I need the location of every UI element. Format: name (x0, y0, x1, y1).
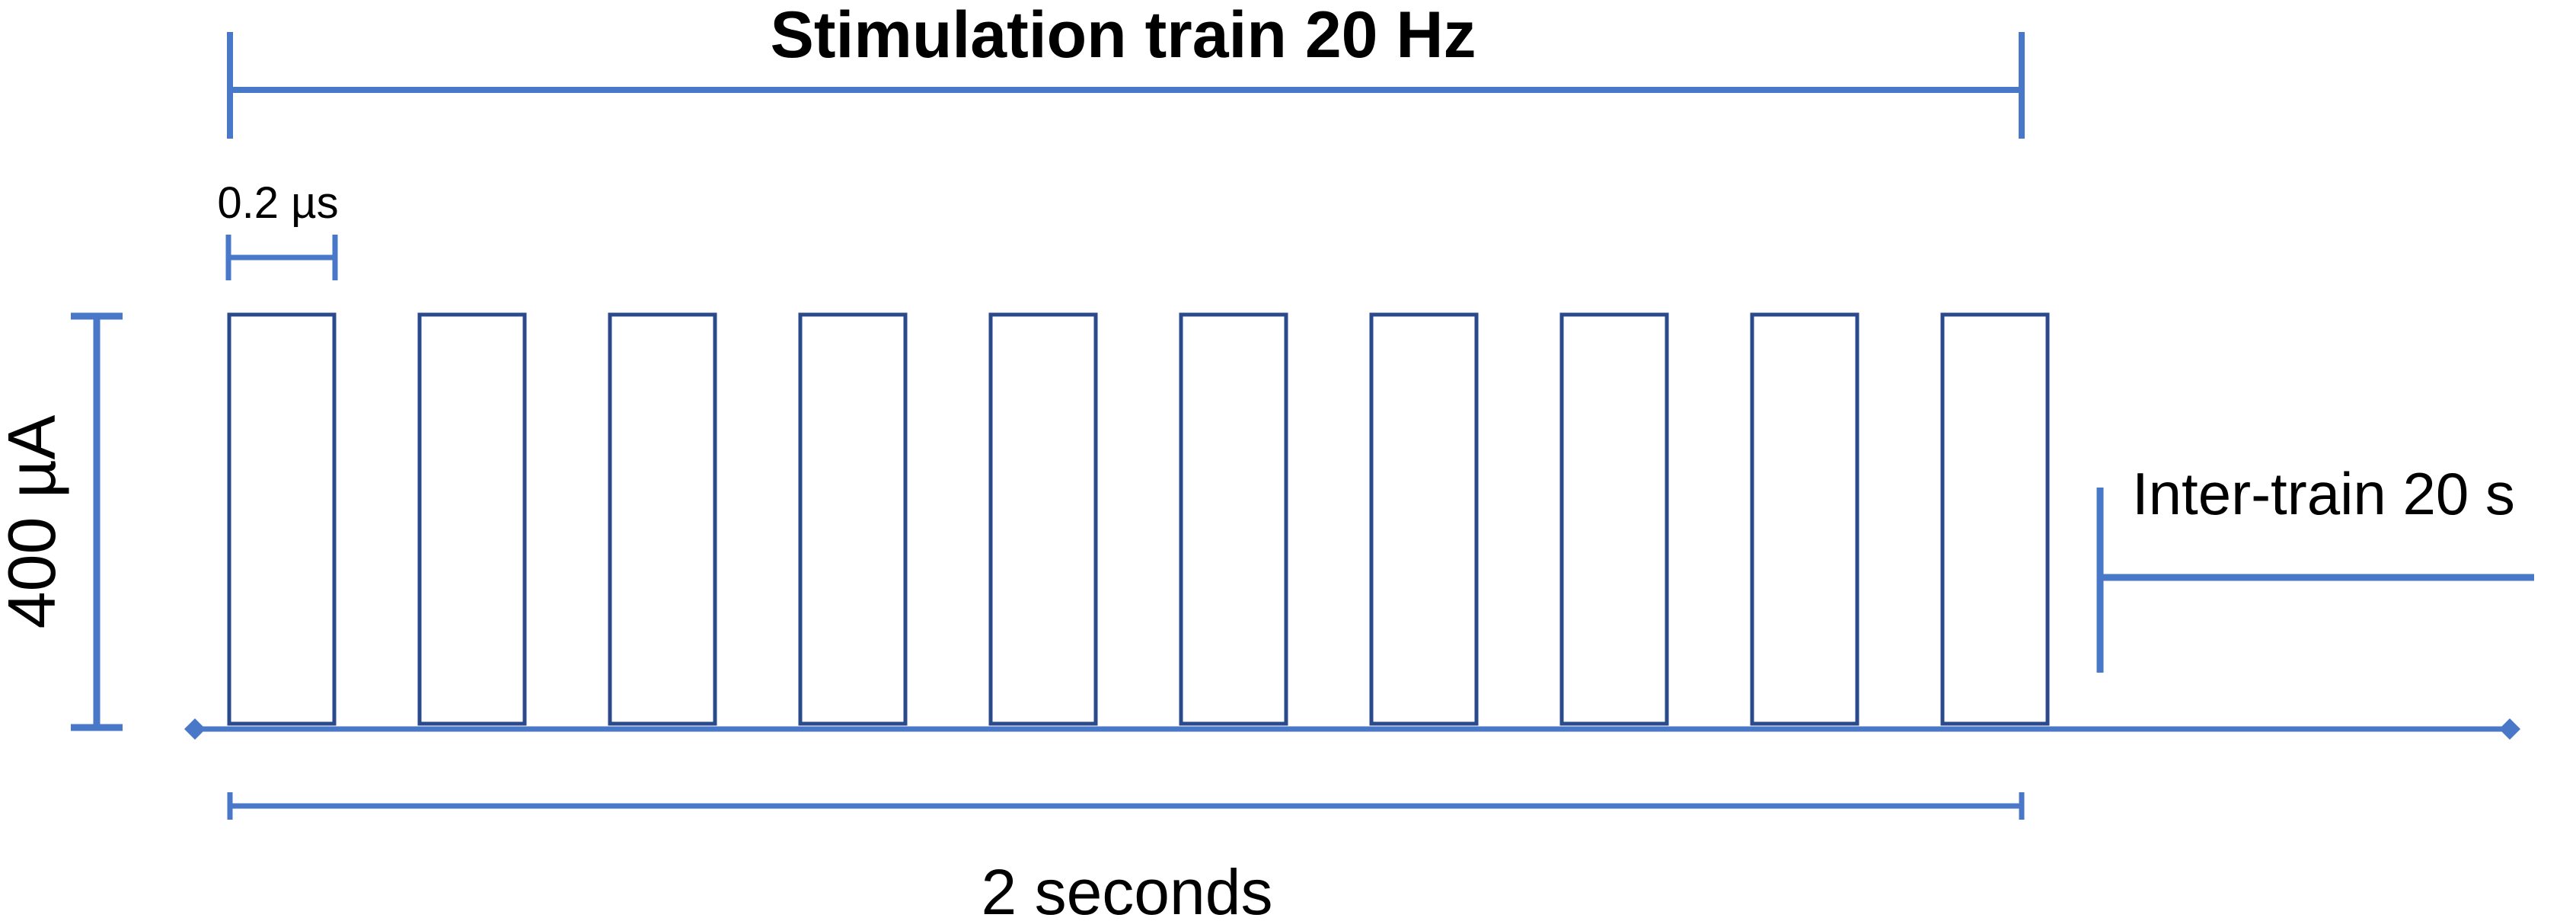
pulse (608, 312, 717, 726)
inter-train-label: Inter-train 20 s (2132, 460, 2515, 527)
pulse (227, 312, 337, 726)
pulse (798, 312, 908, 726)
amplitude-label: 400 µA (0, 414, 69, 628)
pulse-width-label: 0.2 µs (217, 178, 338, 228)
pulse (1750, 312, 1859, 726)
pulse-group (227, 312, 2050, 726)
baseline (184, 718, 2520, 740)
train-duration-bracket (227, 792, 2025, 820)
inter-train-marker (2096, 488, 2534, 673)
pulse (1559, 312, 1669, 726)
pulse (1179, 312, 1288, 726)
amplitude-bracket (71, 312, 123, 731)
pulse (1369, 312, 1479, 726)
pulse (988, 312, 1098, 726)
diagram-title: Stimulation train 20 Hz (770, 0, 1476, 72)
baseline-start-marker (184, 718, 206, 740)
pulse-width-bracket (225, 235, 338, 280)
pulse (1940, 312, 2050, 726)
baseline-end-marker (2499, 718, 2520, 740)
train-span-bracket (227, 32, 2025, 139)
train-duration-label: 2 seconds (982, 856, 1273, 921)
pulse (417, 312, 527, 726)
